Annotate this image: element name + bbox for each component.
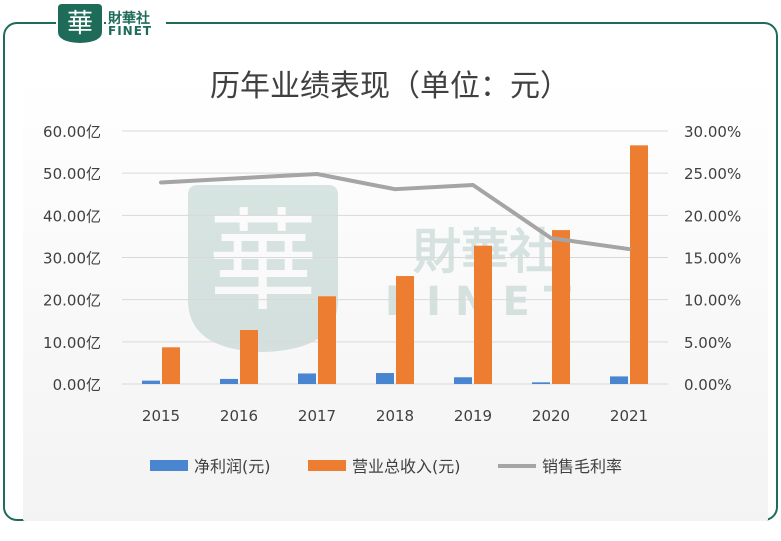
legend-label: 营业总收入(元) xyxy=(352,457,461,476)
finet-watermark: 華 財華社 FINET xyxy=(188,185,571,352)
y-right-tick-label: 25.00% xyxy=(684,165,741,183)
revenue-bar xyxy=(240,330,258,384)
revenue-bar xyxy=(474,245,492,384)
y-left-tick-label: 20.00亿 xyxy=(43,292,101,310)
gridlines xyxy=(122,130,668,385)
net-profit-bar xyxy=(532,382,550,384)
net-profit-bar xyxy=(610,376,628,384)
y-right-tick-label: 30.00% xyxy=(684,123,741,141)
y-axis-left: 0.00亿 10.00亿 20.00亿 30.00亿 40.00亿 50.00亿 60.00… xyxy=(43,123,101,394)
net-profit-bar xyxy=(142,380,160,384)
y-left-tick-label: 10.00亿 xyxy=(43,334,101,352)
chart-title: 历年业绩表现（单位：元） xyxy=(210,69,570,104)
finet-logo-text: 財華社 FINET xyxy=(106,8,166,40)
bar-series xyxy=(142,145,648,384)
revenue-bar xyxy=(162,347,180,384)
legend-label: 销售毛利率 xyxy=(542,457,622,476)
logo-name-en: FINET xyxy=(108,24,153,38)
net-profit-bar xyxy=(376,373,394,384)
net-profit-bar xyxy=(454,377,472,384)
legend: 净利润(元) 营业总收入(元) 销售毛利率 xyxy=(150,457,622,476)
logo-glyph: 華 xyxy=(67,9,93,39)
y-right-tick-label: 0.00% xyxy=(684,376,732,394)
x-tick-label: 2018 xyxy=(376,407,414,425)
watermark-glyph: 華 xyxy=(208,198,318,326)
y-right-tick-label: 10.00% xyxy=(684,292,741,310)
revenue-bar xyxy=(396,276,414,384)
y-left-tick-label: 0.00亿 xyxy=(53,376,101,394)
x-tick-label: 2015 xyxy=(142,407,180,425)
y-left-tick-label: 40.00亿 xyxy=(43,207,101,225)
legend-label: 净利润(元) xyxy=(194,457,271,476)
x-tick-label: 2019 xyxy=(454,407,492,425)
y-left-tick-label: 60.00亿 xyxy=(43,123,101,141)
net-profit-bar xyxy=(220,378,238,384)
x-tick-label: 2016 xyxy=(220,407,258,425)
legend-swatch xyxy=(308,460,346,471)
y-axis-right: 0.00% 5.00% 10.00% 15.00% 20.00% 25.00% 30.00% xyxy=(684,123,741,394)
revenue-bar xyxy=(552,230,570,384)
y-left-tick-label: 30.00亿 xyxy=(43,250,101,268)
x-axis: 2015 2016 2017 2018 2019 2020 2021 xyxy=(142,407,648,425)
y-right-tick-label: 5.00% xyxy=(684,334,732,352)
line-series xyxy=(159,172,631,252)
finet-logo-badge: 華 xyxy=(56,2,104,44)
y-left-tick-label: 50.00亿 xyxy=(43,165,101,183)
y-right-tick-label: 15.00% xyxy=(684,250,741,268)
revenue-bar xyxy=(318,296,336,384)
revenue-bar xyxy=(630,145,648,384)
x-tick-label: 2017 xyxy=(298,407,336,425)
x-tick-label: 2020 xyxy=(532,407,570,425)
y-right-tick-label: 20.00% xyxy=(684,207,741,225)
net-profit-bar xyxy=(298,373,316,384)
chart-frame xyxy=(3,22,778,521)
logo-name-cn: 財華社 xyxy=(108,11,150,27)
legend-swatch xyxy=(150,460,188,471)
x-tick-label: 2021 xyxy=(610,407,648,425)
